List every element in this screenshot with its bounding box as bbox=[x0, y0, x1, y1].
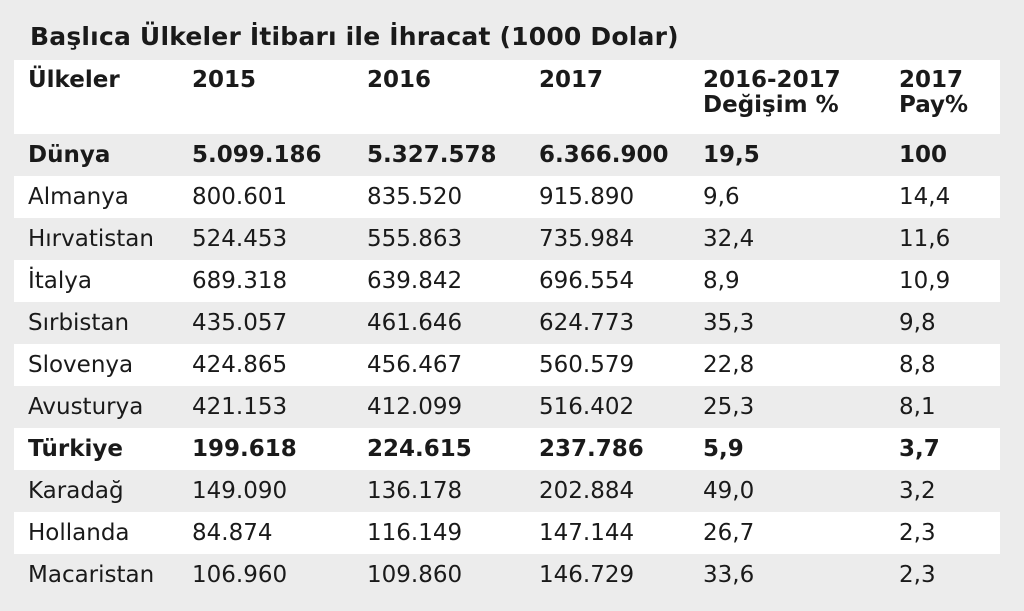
cell-2016: 835.520 bbox=[367, 184, 463, 210]
cell-share: 8,8 bbox=[899, 352, 936, 378]
table-row: Avusturya 421.153 412.099 516.402 25,3 8… bbox=[14, 386, 1000, 428]
export-table: Ülkeler 2015 2016 2017 2016-2017 Değişim… bbox=[14, 60, 1000, 596]
cell-2016: 555.863 bbox=[367, 226, 463, 252]
cell-country: Karadağ bbox=[28, 478, 124, 504]
table-row: Hırvatistan 524.453 555.863 735.984 32,4… bbox=[14, 218, 1000, 260]
cell-change: 32,4 bbox=[703, 226, 755, 252]
cell-share: 100 bbox=[899, 142, 948, 168]
table-title: Başlıca Ülkeler İtibarı ile İhracat (100… bbox=[30, 22, 679, 51]
header-change: 2016-2017 Değişim % bbox=[689, 60, 885, 134]
cell-change: 19,5 bbox=[703, 142, 760, 168]
cell-share: 11,6 bbox=[899, 226, 951, 252]
cell-2017: 6.366.900 bbox=[539, 142, 669, 168]
cell-2016: 5.327.578 bbox=[367, 142, 497, 168]
cell-2015: 435.057 bbox=[192, 310, 288, 336]
header-share-line2: Pay% bbox=[899, 92, 969, 118]
cell-change: 9,6 bbox=[703, 184, 740, 210]
cell-country: Hollanda bbox=[28, 520, 130, 546]
table-row: Almanya 800.601 835.520 915.890 9,6 14,4 bbox=[14, 176, 1000, 218]
cell-change: 26,7 bbox=[703, 520, 755, 546]
cell-change: 8,9 bbox=[703, 268, 740, 294]
cell-2017: 202.884 bbox=[539, 478, 635, 504]
cell-2017: 146.729 bbox=[539, 562, 635, 588]
cell-country: Sırbistan bbox=[28, 310, 130, 336]
cell-country: Almanya bbox=[28, 184, 129, 210]
table-row: Macaristan 106.960 109.860 146.729 33,6 … bbox=[14, 554, 1000, 596]
cell-2017: 560.579 bbox=[539, 352, 635, 378]
cell-2015: 424.865 bbox=[192, 352, 288, 378]
cell-2017: 696.554 bbox=[539, 268, 635, 294]
cell-2016: 639.842 bbox=[367, 268, 463, 294]
header-share-line1: 2017 bbox=[899, 67, 964, 93]
table-row: Türkiye 199.618 224.615 237.786 5,9 3,7 bbox=[14, 428, 1000, 470]
cell-2015: 106.960 bbox=[192, 562, 288, 588]
header-2016: 2016 bbox=[367, 67, 432, 93]
cell-share: 3,2 bbox=[899, 478, 936, 504]
cell-2017: 237.786 bbox=[539, 436, 644, 462]
cell-share: 2,3 bbox=[899, 520, 936, 546]
header-row: Ülkeler 2015 2016 2017 2016-2017 Değişim… bbox=[14, 60, 1000, 134]
cell-share: 8,1 bbox=[899, 394, 936, 420]
cell-2016: 109.860 bbox=[367, 562, 463, 588]
cell-2015: 524.453 bbox=[192, 226, 288, 252]
cell-share: 3,7 bbox=[899, 436, 940, 462]
header-2015: 2015 bbox=[192, 67, 257, 93]
cell-2016: 461.646 bbox=[367, 310, 463, 336]
cell-2016: 136.178 bbox=[367, 478, 463, 504]
cell-2015: 689.318 bbox=[192, 268, 288, 294]
header-country: Ülkeler bbox=[28, 67, 120, 93]
header-2017: 2017 bbox=[539, 67, 604, 93]
cell-share: 10,9 bbox=[899, 268, 951, 294]
cell-2016: 456.467 bbox=[367, 352, 463, 378]
cell-2017: 147.144 bbox=[539, 520, 635, 546]
cell-change: 35,3 bbox=[703, 310, 755, 336]
cell-2017: 516.402 bbox=[539, 394, 635, 420]
cell-change: 5,9 bbox=[703, 436, 744, 462]
cell-2017: 915.890 bbox=[539, 184, 635, 210]
cell-change: 25,3 bbox=[703, 394, 755, 420]
header-change-line1: 2016-2017 bbox=[703, 67, 841, 93]
table-row: Slovenya 424.865 456.467 560.579 22,8 8,… bbox=[14, 344, 1000, 386]
table-row: İtalya 689.318 639.842 696.554 8,9 10,9 bbox=[14, 260, 1000, 302]
cell-share: 14,4 bbox=[899, 184, 951, 210]
header-share: 2017 Pay% bbox=[885, 60, 1000, 134]
cell-country: Türkiye bbox=[28, 436, 123, 462]
cell-2015: 421.153 bbox=[192, 394, 288, 420]
header-change-line2: Değişim % bbox=[703, 92, 839, 118]
cell-country: Avusturya bbox=[28, 394, 144, 420]
cell-2015: 5.099.186 bbox=[192, 142, 322, 168]
table-row: Dünya 5.099.186 5.327.578 6.366.900 19,5… bbox=[14, 134, 1000, 176]
cell-country: Hırvatistan bbox=[28, 226, 154, 252]
cell-2016: 224.615 bbox=[367, 436, 472, 462]
cell-change: 22,8 bbox=[703, 352, 755, 378]
cell-change: 49,0 bbox=[703, 478, 755, 504]
cell-2016: 412.099 bbox=[367, 394, 463, 420]
cell-2015: 149.090 bbox=[192, 478, 288, 504]
table-row: Sırbistan 435.057 461.646 624.773 35,3 9… bbox=[14, 302, 1000, 344]
cell-2015: 84.874 bbox=[192, 520, 273, 546]
table-row: Hollanda 84.874 116.149 147.144 26,7 2,3 bbox=[14, 512, 1000, 554]
cell-share: 9,8 bbox=[899, 310, 936, 336]
cell-share: 2,3 bbox=[899, 562, 936, 588]
cell-country: Macaristan bbox=[28, 562, 155, 588]
cell-country: Slovenya bbox=[28, 352, 134, 378]
table-row: Karadağ 149.090 136.178 202.884 49,0 3,2 bbox=[14, 470, 1000, 512]
cell-country: Dünya bbox=[28, 142, 111, 168]
cell-country: İtalya bbox=[28, 268, 92, 294]
cell-change: 33,6 bbox=[703, 562, 755, 588]
cell-2015: 199.618 bbox=[192, 436, 297, 462]
cell-2015: 800.601 bbox=[192, 184, 288, 210]
cell-2016: 116.149 bbox=[367, 520, 463, 546]
cell-2017: 624.773 bbox=[539, 310, 635, 336]
cell-2017: 735.984 bbox=[539, 226, 635, 252]
